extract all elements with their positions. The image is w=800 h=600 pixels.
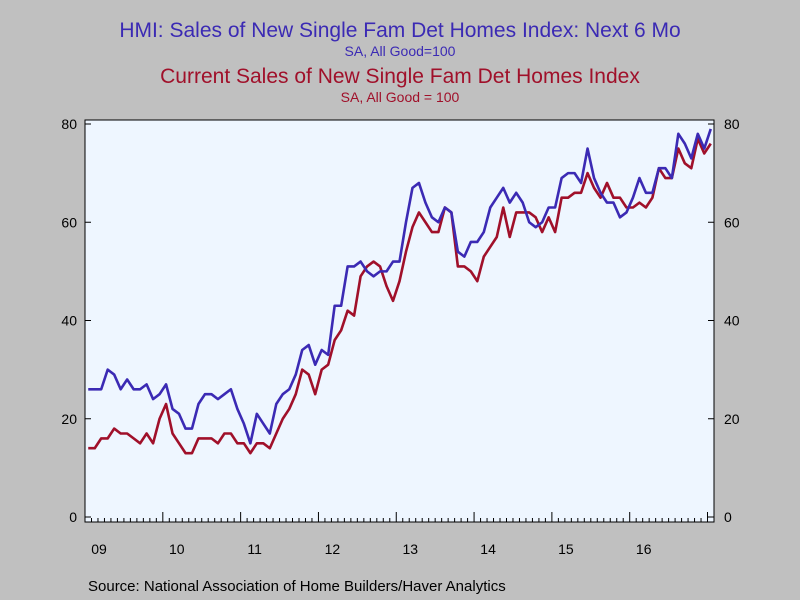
series2-subtitle: SA, All Good = 100 — [340, 89, 460, 105]
source-note: Source: National Association of Home Bui… — [88, 578, 506, 595]
y-tick-label-right: 60 — [724, 214, 740, 230]
plot-frame — [84, 119, 715, 523]
x-tick-label: 14 — [480, 541, 496, 557]
y-tick-label-right: 0 — [724, 509, 732, 525]
series-line-hmi-next-6-months — [88, 128, 712, 445]
series-line-current-sales — [88, 137, 712, 455]
x-tick-label: 16 — [636, 541, 652, 557]
plot-area — [85, 120, 714, 522]
x-tick-label: 09 — [91, 541, 107, 557]
x-tick-label: 10 — [169, 541, 185, 557]
series1-subtitle: SA, All Good=100 — [344, 43, 456, 59]
x-tick-label: 11 — [247, 541, 262, 557]
y-tick-label-left: 40 — [61, 313, 77, 329]
y-tick-label-right: 40 — [724, 313, 740, 329]
y-tick-label-left: 0 — [69, 509, 77, 525]
y-tick-label-left: 20 — [61, 411, 77, 427]
x-tick-label: 13 — [402, 541, 418, 557]
x-tick-label: 12 — [325, 541, 341, 557]
x-tick-label: 15 — [558, 541, 574, 557]
series1-title: HMI: Sales of New Single Fam Det Homes I… — [119, 19, 681, 42]
y-tick-label-right: 80 — [724, 116, 740, 132]
y-tick-label-right: 20 — [724, 411, 740, 427]
y-tick-label-left: 60 — [61, 214, 77, 230]
y-tick-label-left: 80 — [61, 116, 77, 132]
series2-title: Current Sales of New Single Fam Det Home… — [160, 65, 640, 88]
